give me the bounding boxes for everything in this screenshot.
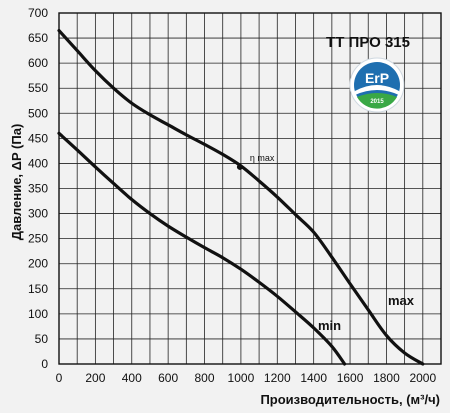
erp-badge-green <box>357 93 397 109</box>
tick-labels: 0 200 400 600 800 1000 1200 1400 1600 1800 2000 0 50… <box>28 6 437 385</box>
y-tick-label: 100 <box>28 307 48 321</box>
series-line-min <box>57 131 347 366</box>
erp-badge-title: ErP <box>365 70 389 86</box>
y-tick-label: 550 <box>28 81 48 95</box>
y-tick-label: 300 <box>28 207 48 221</box>
x-tick-label: 1000 <box>228 371 255 385</box>
series-label-min: min <box>318 318 341 333</box>
y-tick-label: 50 <box>35 332 49 346</box>
y-tick-label: 700 <box>28 6 48 20</box>
y-tick-label: 200 <box>28 257 48 271</box>
y-tick-label: 0 <box>41 357 48 371</box>
series-label-max: max <box>388 293 415 308</box>
erp-badge-swoosh <box>355 85 399 95</box>
x-tick-label: 1400 <box>300 371 327 385</box>
y-tick-label: 250 <box>28 232 48 246</box>
x-tick-label: 600 <box>158 371 178 385</box>
x-axis-title: Производительность, (м³/ч) <box>260 392 440 407</box>
eta-max-marker: η max <box>236 153 275 170</box>
erp-badge: ErP 2015 <box>349 57 405 113</box>
plot-frame <box>58 12 442 365</box>
y-tick-label: 400 <box>28 156 48 170</box>
x-tick-label: 1200 <box>264 371 291 385</box>
plot-border <box>58 12 442 365</box>
x-tick-label: 0 <box>56 371 63 385</box>
x-tick-label: 1600 <box>337 371 364 385</box>
x-tick-label: 800 <box>195 371 215 385</box>
x-tick-label: 2000 <box>409 371 436 385</box>
erp-badge-year: 2015 <box>370 99 384 105</box>
y-tick-label: 500 <box>28 106 48 120</box>
x-tick-label: 400 <box>122 371 142 385</box>
y-tick-label: 600 <box>28 56 48 70</box>
eta-max-point <box>236 163 243 170</box>
x-tick-label: 200 <box>85 371 105 385</box>
y-tick-label: 650 <box>28 31 48 45</box>
y-tick-label: 450 <box>28 131 48 145</box>
y-axis-title: Давление, ΔP (Па) <box>9 124 24 241</box>
eta-max-label: η max <box>250 153 275 163</box>
y-tick-label: 350 <box>28 182 48 196</box>
y-tick-label: 150 <box>28 282 48 296</box>
x-tick-label: 1800 <box>373 371 400 385</box>
chart-title: ТТ ПРО 315 <box>326 34 410 51</box>
